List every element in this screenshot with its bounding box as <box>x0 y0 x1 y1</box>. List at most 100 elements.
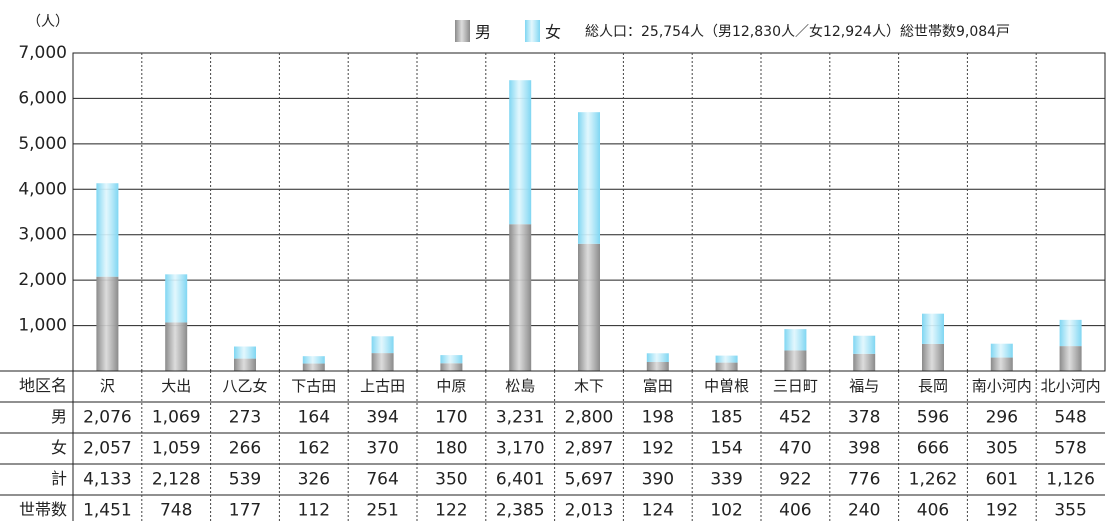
bar-segment <box>440 363 463 371</box>
cell: 666 <box>917 439 949 459</box>
y-tick-label: 3,000 <box>18 225 67 245</box>
category-label: 中原 <box>436 377 466 395</box>
category-label: 福与 <box>849 377 879 395</box>
bar-segment <box>990 343 1013 358</box>
cell: 162 <box>298 439 330 459</box>
y-tick-label: 7,000 <box>18 43 67 63</box>
cell: 406 <box>779 501 811 521</box>
cell: 192 <box>986 501 1018 521</box>
cell: 1,069 <box>152 408 201 428</box>
table-header: 地区名 <box>19 376 67 395</box>
bar-segment <box>165 274 188 323</box>
category-label: 木下 <box>574 377 604 395</box>
cell: 748 <box>160 501 192 521</box>
cell: 596 <box>917 408 949 428</box>
category-label: 大出 <box>161 377 191 395</box>
row-label: 計 <box>51 469 67 488</box>
bar-segment <box>784 329 807 351</box>
category-label: 長岡 <box>918 377 948 395</box>
cell: 170 <box>435 408 467 428</box>
cell: 548 <box>1054 408 1086 428</box>
category-label: 三日町 <box>773 377 818 395</box>
bar-segment <box>440 355 463 364</box>
cell: 154 <box>710 439 742 459</box>
cell: 922 <box>779 470 811 490</box>
cell: 452 <box>779 408 811 428</box>
legend-swatch <box>455 20 470 42</box>
bar-segment <box>1059 319 1082 347</box>
cell: 339 <box>710 470 742 490</box>
y-tick-label: 2,000 <box>18 270 67 290</box>
cell: 273 <box>229 408 261 428</box>
y-tick-label: 4,000 <box>18 179 67 199</box>
cell: 406 <box>917 501 949 521</box>
cell: 2,897 <box>565 439 614 459</box>
cell: 266 <box>229 439 261 459</box>
bar-segment <box>96 276 119 371</box>
cell: 177 <box>229 501 261 521</box>
cell: 539 <box>229 470 261 490</box>
category-label: 富田 <box>643 377 673 395</box>
bar-segment <box>715 362 738 371</box>
cell: 240 <box>848 501 880 521</box>
cell: 4,133 <box>83 470 132 490</box>
y-tick-label: 1,000 <box>18 316 67 336</box>
bar-segment <box>302 356 325 364</box>
bar-segment <box>646 353 669 363</box>
cell: 198 <box>642 408 674 428</box>
cell: 2,057 <box>83 439 132 459</box>
cell: 326 <box>298 470 330 490</box>
category-label: 中曽根 <box>704 377 749 395</box>
category-label: 南小河内 <box>972 377 1032 395</box>
cell: 192 <box>642 439 674 459</box>
category-label: 北小河内 <box>1041 377 1101 395</box>
row-label: 世帯数 <box>19 500 67 519</box>
bar-segment <box>922 313 944 344</box>
category-label: 下古田 <box>291 377 336 395</box>
legend-label: 男 <box>475 23 491 42</box>
bar-segment <box>302 363 325 371</box>
cell: 2,013 <box>565 501 614 521</box>
cell: 3,170 <box>496 439 545 459</box>
cell: 102 <box>710 501 742 521</box>
row-label: 女 <box>51 438 67 457</box>
cell: 185 <box>710 408 742 428</box>
row-label: 男 <box>51 407 67 426</box>
y-tick-label: 6,000 <box>18 88 67 108</box>
cell: 394 <box>366 408 398 428</box>
category-label: 上古田 <box>360 377 405 395</box>
bar-segment <box>853 335 876 354</box>
cell: 601 <box>986 470 1018 490</box>
bar-segment <box>165 322 188 371</box>
cell: 305 <box>986 439 1018 459</box>
bar-segment <box>371 353 394 371</box>
bar-segment <box>509 80 532 225</box>
bar-segment <box>96 183 119 277</box>
category-label: 八乙女 <box>222 377 267 395</box>
bar-segment <box>853 353 876 371</box>
cell: 398 <box>848 439 880 459</box>
cell: 1,262 <box>909 470 958 490</box>
cell: 251 <box>366 501 398 521</box>
cell: 2,128 <box>152 470 201 490</box>
category-label: 松島 <box>505 377 535 395</box>
cell: 1,059 <box>152 439 201 459</box>
cell: 470 <box>779 439 811 459</box>
cell: 764 <box>366 470 398 490</box>
cell: 370 <box>366 439 398 459</box>
bar-segment <box>234 346 256 359</box>
bar-segment <box>784 350 807 371</box>
cell: 390 <box>642 470 674 490</box>
bar-segment <box>578 112 600 244</box>
cell: 578 <box>1054 439 1086 459</box>
cell: 6,401 <box>496 470 545 490</box>
bar-segment <box>371 336 394 354</box>
cell: 2,385 <box>496 501 545 521</box>
bar-segment <box>509 224 532 371</box>
cell: 2,800 <box>565 408 614 428</box>
cell: 164 <box>298 408 330 428</box>
legend-swatch <box>525 20 540 42</box>
cell: 350 <box>435 470 467 490</box>
cell: 776 <box>848 470 880 490</box>
